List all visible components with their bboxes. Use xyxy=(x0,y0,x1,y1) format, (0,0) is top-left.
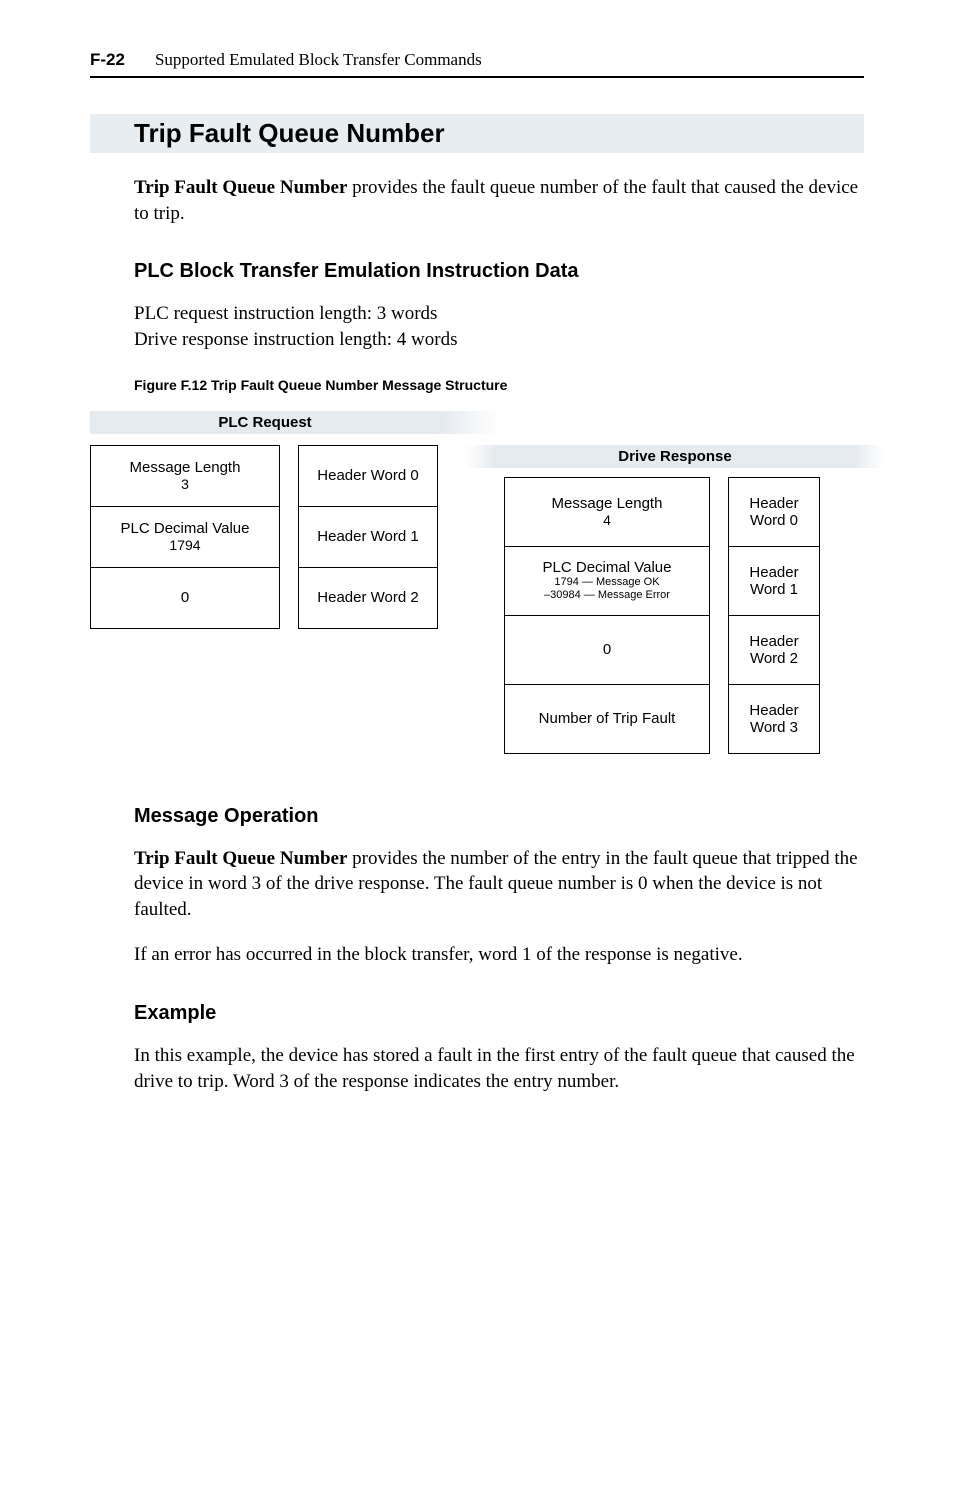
figure-diagram: PLC Request Message Length 3 PLC Decimal… xyxy=(90,411,864,771)
msg-op-p2: If an error has occurred in the block tr… xyxy=(134,942,864,968)
cell-a: Header xyxy=(749,564,798,581)
cell-l1: Message Length xyxy=(552,495,663,512)
cell-l1: Number of Trip Fault xyxy=(539,710,676,727)
msg-op-p1: Trip Fault Queue Number provides the num… xyxy=(134,846,864,923)
cell-l2: 1794 — Message OK xyxy=(554,576,659,589)
intro-text: Trip Fault Queue Number provides the fau… xyxy=(134,175,864,226)
plc-cell: 0 xyxy=(90,567,280,629)
drv-band-grad-left xyxy=(466,445,496,468)
drv-cell: PLC Decimal Value 1794 — Message OK –309… xyxy=(504,546,710,616)
drv-band-grad-right xyxy=(854,445,884,468)
intro-paragraph: Trip Fault Queue Number provides the fau… xyxy=(134,175,864,226)
figure-caption: Figure F.12 Trip Fault Queue Number Mess… xyxy=(134,377,864,393)
cell-a: Header xyxy=(749,633,798,650)
plc-line: PLC request instruction length: 3 words xyxy=(134,301,864,327)
cell-l1: 0 xyxy=(603,641,611,658)
drv-cell: Header Word 3 xyxy=(728,684,820,754)
drv-cell: Header Word 0 xyxy=(728,477,820,547)
drv-col-left: Message Length 4 PLC Decimal Value 1794 … xyxy=(504,477,710,754)
cell-b: Word 3 xyxy=(750,719,798,736)
cell-b: Word 1 xyxy=(750,581,798,598)
message-op-body: Trip Fault Queue Number provides the num… xyxy=(134,846,864,969)
plc-col-left: Message Length 3 PLC Decimal Value 1794 … xyxy=(90,445,280,629)
cell-main: 0 xyxy=(181,589,189,606)
cell-a: Header xyxy=(749,702,798,719)
drv-cell: Header Word 1 xyxy=(728,546,820,616)
example-title: Example xyxy=(134,1002,864,1025)
cell-main: PLC Decimal Value xyxy=(121,520,250,537)
plc-table: Message Length 3 PLC Decimal Value 1794 … xyxy=(90,445,438,629)
plc-band-gradient xyxy=(440,411,500,434)
section-title: Trip Fault Queue Number xyxy=(134,118,445,148)
cell-b: Word 0 xyxy=(750,512,798,529)
drv-response-band: Drive Response xyxy=(496,445,854,468)
drv-cell: Number of Trip Fault xyxy=(504,684,710,754)
plc-col-right: Header Word 0 Header Word 1 Header Word … xyxy=(298,445,438,629)
plc-cell: Header Word 2 xyxy=(298,567,438,629)
plc-request-band: PLC Request xyxy=(90,411,440,434)
cell-l2: 4 xyxy=(603,512,611,528)
page-header: F-22 Supported Emulated Block Transfer C… xyxy=(90,50,864,78)
example-body: In this example, the device has stored a… xyxy=(134,1043,864,1094)
drv-cell: Message Length 4 xyxy=(504,477,710,547)
drv-cell: Header Word 2 xyxy=(728,615,820,685)
example-text: In this example, the device has stored a… xyxy=(134,1043,864,1094)
plc-cell: Message Length 3 xyxy=(90,445,280,507)
plc-subsection-title: PLC Block Transfer Emulation Instruction… xyxy=(134,260,864,283)
plc-cell: Header Word 1 xyxy=(298,506,438,568)
cell-sub: 1794 xyxy=(169,537,200,553)
plc-subsection-body: PLC request instruction length: 3 words … xyxy=(134,301,864,352)
drv-table: Message Length 4 PLC Decimal Value 1794 … xyxy=(504,477,820,754)
plc-cell: Header Word 0 xyxy=(298,445,438,507)
section-title-band: Trip Fault Queue Number xyxy=(90,114,864,153)
message-op-title: Message Operation xyxy=(134,805,864,828)
cell-l3: –30984 — Message Error xyxy=(544,589,670,602)
cell-main: Message Length xyxy=(130,459,241,476)
page-number: F-22 xyxy=(90,50,125,70)
header-title: Supported Emulated Block Transfer Comman… xyxy=(155,50,482,70)
cell-b: Word 2 xyxy=(750,650,798,667)
cell-sub: 3 xyxy=(181,476,189,492)
cell-l1: PLC Decimal Value xyxy=(543,559,672,576)
plc-cell: PLC Decimal Value 1794 xyxy=(90,506,280,568)
drv-cell: 0 xyxy=(504,615,710,685)
drv-col-right: Header Word 0 Header Word 1 Header Word … xyxy=(728,477,820,754)
plc-line: Drive response instruction length: 4 wor… xyxy=(134,327,864,353)
cell-a: Header xyxy=(749,495,798,512)
